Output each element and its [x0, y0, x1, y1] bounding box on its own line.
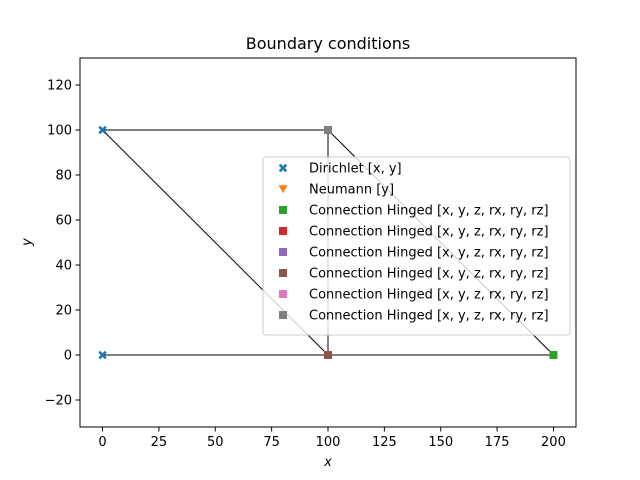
legend-label: Dirichlet [x, y]	[309, 162, 402, 177]
legend-label: Connection Hinged [x, y, z, rx, ry, rz]	[309, 225, 549, 240]
x-tick-label: 25	[151, 435, 168, 450]
data-point	[98, 125, 107, 135]
legend-label: Connection Hinged [x, y, z, rx, ry, rz]	[309, 246, 549, 261]
legend-box	[262, 156, 571, 336]
y-tick-label: 60	[55, 214, 72, 229]
chart-title: Boundary conditions	[246, 34, 410, 53]
legend-label: Connection Hinged [x, y, z, rx, ry, rz]	[309, 309, 549, 324]
data-point	[549, 351, 558, 359]
data-point	[98, 350, 107, 360]
legend-marker	[279, 290, 287, 298]
x-axis-label: x	[323, 455, 332, 470]
x-tick-label: 0	[98, 435, 106, 450]
y-tick-label: 80	[55, 169, 72, 184]
legend-marker	[279, 227, 287, 235]
x-tick-label: 200	[541, 435, 566, 450]
data-point	[324, 126, 332, 134]
x-tick-label: 150	[428, 435, 453, 450]
legend-marker	[278, 185, 288, 194]
legend: Dirichlet [x, y] Neumann [y] Connection Hi…	[262, 156, 571, 336]
x-tick-label: 50	[207, 435, 224, 450]
legend-marker	[279, 248, 287, 256]
legend-label: Connection Hinged [x, y, z, rx, ry, rz]	[309, 204, 549, 219]
y-tick-label: 40	[55, 259, 72, 274]
y-tick-label: 20	[55, 304, 72, 319]
x-tick-label: 125	[372, 435, 397, 450]
legend-marker	[279, 206, 287, 214]
x-axis-ticks: 0 25 50 75 100 125 150 175 200	[98, 427, 566, 450]
x-tick-label: 175	[485, 435, 510, 450]
data-points	[98, 125, 558, 360]
y-axis-ticks: −20 0 20 40 60 80 100 120	[45, 79, 80, 409]
y-axis-label: y	[20, 238, 35, 247]
legend-label: Neumann [y]	[309, 183, 394, 198]
legend-marker	[279, 269, 287, 277]
x-tick-label: 75	[263, 435, 280, 450]
y-tick-label: −20	[45, 394, 72, 409]
y-tick-label: 0	[64, 349, 72, 364]
legend-label: Connection Hinged [x, y, z, rx, ry, rz]	[309, 267, 549, 282]
x-tick-label: 100	[316, 435, 341, 450]
legend-marker	[278, 163, 288, 173]
data-point	[324, 351, 332, 359]
y-tick-label: 120	[47, 79, 72, 94]
y-tick-label: 100	[47, 124, 72, 139]
legend-label: Connection Hinged [x, y, z, rx, ry, rz]	[309, 288, 549, 303]
legend-marker	[279, 311, 287, 319]
